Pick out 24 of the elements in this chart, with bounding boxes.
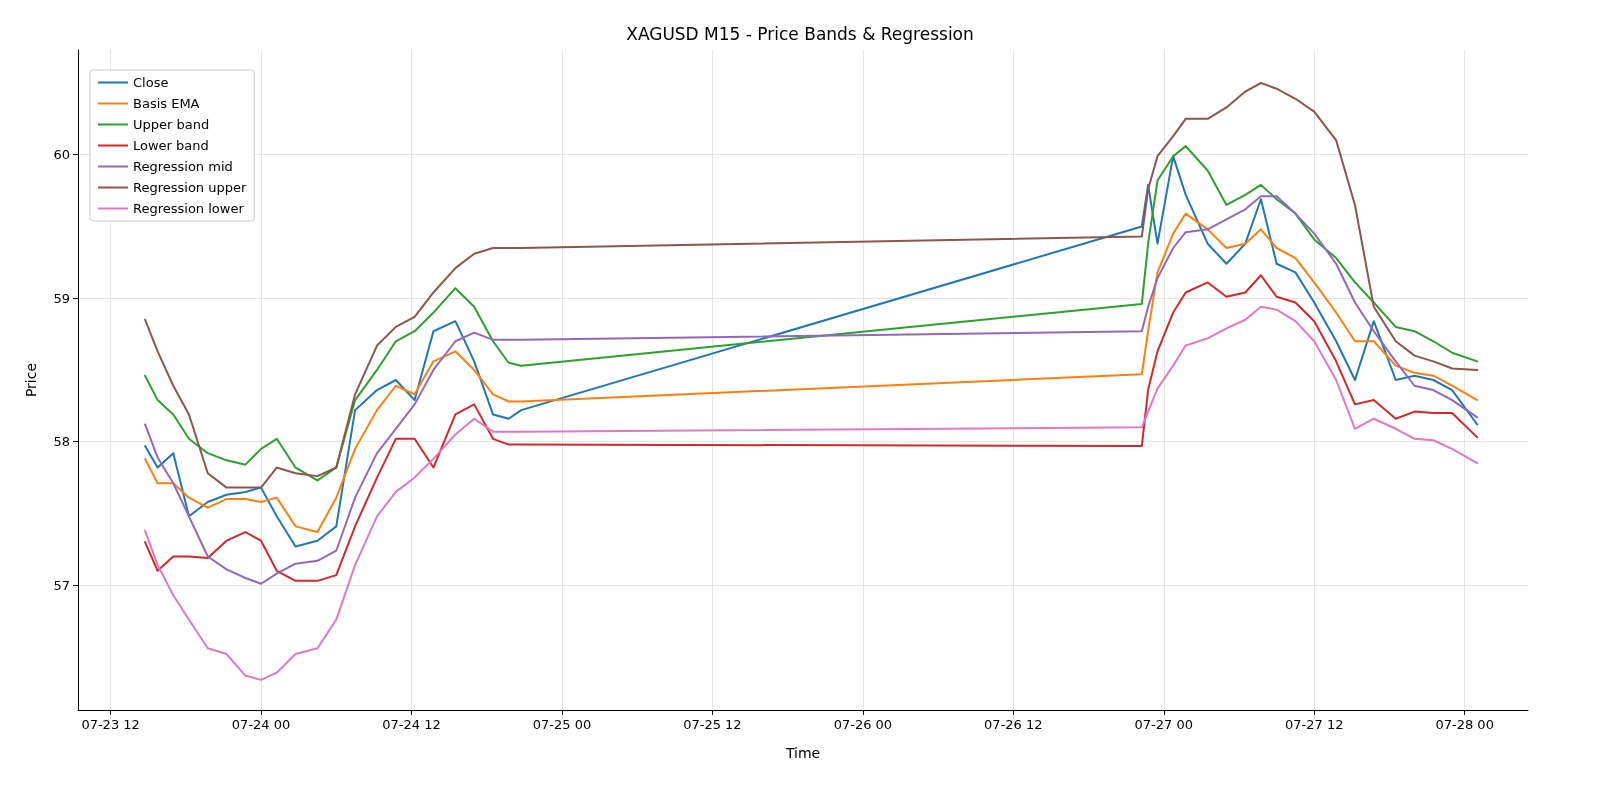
legend-label: Upper band [133, 117, 210, 132]
y-tick-label: 57 [53, 577, 70, 593]
x-tick-label: 07-26 12 [984, 717, 1043, 732]
x-tick-label: 07-25 00 [532, 717, 592, 732]
y-axis-title: Price [23, 362, 39, 398]
x-tick-label: 07-27 12 [1285, 717, 1344, 732]
x-tick-label: 07-25 12 [683, 717, 742, 732]
legend-label: Lower band [133, 138, 209, 153]
chart-title: XAGUSD M15 - Price Bands & Regression [626, 23, 974, 44]
legend-label: Regression upper [133, 180, 247, 195]
legend-label: Regression mid [133, 159, 233, 174]
legend-label: Close [133, 75, 169, 90]
x-tick-label: 07-24 00 [231, 717, 291, 732]
x-tick-label: 07-27 00 [1134, 717, 1193, 732]
x-tick-label: 07-24 12 [382, 717, 441, 732]
y-tick-label: 58 [53, 434, 70, 450]
x-tick-label: 07-28 00 [1435, 717, 1494, 732]
x-tick-label: 07-26 00 [833, 717, 893, 732]
x-tick-label: 07-23 12 [81, 717, 140, 732]
legend-label: Basis EMA [133, 96, 200, 111]
legend-label: Regression lower [133, 201, 245, 216]
y-tick-label: 59 [53, 290, 70, 306]
x-axis-title: Time [784, 745, 821, 761]
y-tick-label: 60 [53, 147, 70, 163]
